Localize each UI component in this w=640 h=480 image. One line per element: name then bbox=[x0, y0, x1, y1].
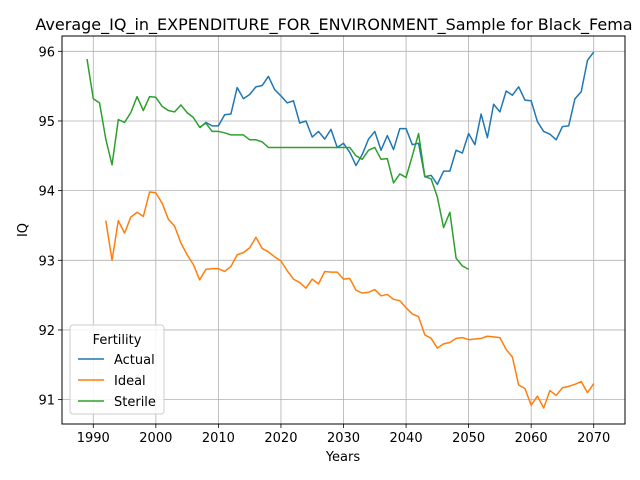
chart-title: Average_IQ_in_EXPENDITURE_FOR_ENVIRONMEN… bbox=[35, 15, 632, 35]
x-tick-label: 2020 bbox=[264, 431, 297, 446]
x-tick-label: 2060 bbox=[515, 431, 548, 446]
y-tick-label: 91 bbox=[38, 394, 55, 409]
x-tick-label: 2040 bbox=[390, 431, 423, 446]
y-tick-label: 95 bbox=[38, 115, 55, 130]
legend-label-actual: Actual bbox=[114, 353, 155, 368]
y-tick-label: 92 bbox=[38, 324, 55, 339]
y-axis-label: IQ bbox=[16, 223, 31, 237]
legend: Fertility Actual Ideal Sterile bbox=[70, 325, 164, 414]
legend-title: Fertility bbox=[93, 333, 142, 348]
x-tick-label: 2070 bbox=[577, 431, 610, 446]
y-tick-label: 93 bbox=[38, 254, 55, 269]
x-axis-label: Years bbox=[325, 450, 361, 465]
y-tick-label: 96 bbox=[38, 45, 55, 60]
x-tick-label: 2050 bbox=[452, 431, 485, 446]
x-tick-label: 1990 bbox=[77, 431, 110, 446]
legend-label-ideal: Ideal bbox=[114, 374, 146, 389]
y-tick-label: 94 bbox=[38, 185, 55, 200]
legend-label-sterile: Sterile bbox=[114, 395, 156, 410]
x-tick-label: 2000 bbox=[139, 431, 172, 446]
x-tick-label: 2030 bbox=[327, 431, 360, 446]
x-tick-label: 2010 bbox=[202, 431, 235, 446]
